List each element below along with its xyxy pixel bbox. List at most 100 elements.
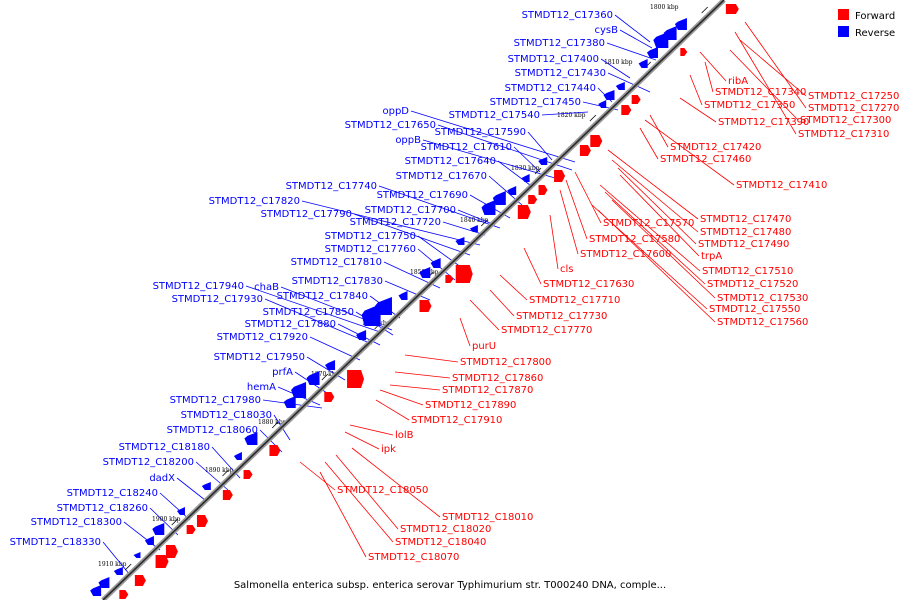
reverse-gene-feature (653, 32, 669, 48)
forward-label-connector (299, 461, 336, 491)
forward-gene-label: STMDT12_C17300 (800, 115, 891, 126)
reverse-gene-feature (201, 482, 211, 490)
reverse-gene-label: STMDT12_C17450 (490, 97, 581, 108)
reverse-gene-label: STMDT12_C17440 (505, 83, 596, 94)
forward-gene-feature (554, 170, 566, 182)
forward-gene-label: ipk (381, 444, 396, 455)
forward-gene-label: STMDT12_C18050 (337, 485, 428, 496)
scale-tick-label: 1870 kbp (311, 371, 340, 378)
gene-labels: STMDT12_C17360 cysB STMDT12_C17380 STMDT12_… (10, 10, 900, 563)
forward-gene-label: purU (472, 341, 496, 352)
forward-gene-label: STMDT12_C17630 (543, 279, 634, 290)
reverse-gene-label: STMDT12_C17790 (261, 209, 352, 220)
forward-gene-feature (243, 470, 253, 479)
reverse-gene-label: STMDT12_C18060 (167, 425, 258, 436)
forward-gene-feature (621, 105, 632, 115)
forward-gene-label: STMDT12_C17490 (698, 239, 789, 250)
scale-tick-label: 1830 kbp (511, 165, 540, 172)
reverse-gene-feature (615, 82, 625, 90)
reverse-gene-label: STMDT12_C17980 (170, 395, 261, 406)
reverse-gene-feature (152, 523, 165, 535)
reverse-gene-label: STMDT12_C17700 (365, 205, 456, 216)
reverse-label-connector (600, 58, 631, 79)
forward-label-connector (617, 167, 697, 245)
reverse-label-connector (606, 42, 657, 61)
reverse-gene-label: STMDT12_C17430 (515, 68, 606, 79)
forward-gene-label: STMDT12_C17410 (736, 180, 827, 191)
scale-tick-label: 1880 kbp (258, 419, 287, 426)
reverse-gene-feature (233, 452, 242, 460)
forward-gene-label: lolB (395, 430, 414, 441)
forward-gene-feature (455, 265, 473, 283)
scale-tick-mark (124, 563, 132, 571)
reverse-label-connector (353, 213, 471, 256)
scale-tick-mark (222, 469, 229, 477)
forward-gene-label: cls (560, 264, 574, 275)
forward-gene-label: STMDT12_C17730 (516, 311, 607, 322)
legend-swatch-forward (838, 9, 849, 20)
forward-label-connector (734, 31, 797, 135)
forward-label-connector (351, 447, 441, 518)
reverse-gene-feature (521, 174, 530, 182)
scale-tick-mark (589, 114, 597, 122)
reverse-gene-feature (325, 360, 336, 370)
reverse-label-connector (541, 111, 589, 116)
scale-tick-mark (534, 167, 542, 175)
reverse-gene-feature (638, 59, 648, 68)
forward-gene-feature (631, 95, 641, 104)
reverse-label-connector (159, 492, 191, 521)
forward-gene-label: STMDT12_C17580 (589, 234, 680, 245)
legend-swatch-reverse (838, 26, 849, 37)
forward-gene-label: STMDT12_C17530 (717, 293, 808, 304)
reverse-gene-label: STMDT12_C17850 (263, 307, 354, 318)
scale-tick-label: 1890 kbp (205, 467, 234, 474)
forward-label-connector (599, 184, 701, 272)
forward-gene-label: STMDT12_C17860 (452, 373, 543, 384)
reverse-label-connector (378, 185, 501, 229)
reverse-gene-label: STMDT12_C17820 (209, 196, 300, 207)
forward-gene-feature (347, 370, 365, 388)
gene-features (90, 4, 739, 599)
reverse-gene-label: oppB (395, 135, 421, 146)
reverse-gene-feature (598, 100, 607, 108)
scale-tick-mark (480, 219, 488, 227)
reverse-gene-label: STMDT12_C17830 (292, 276, 383, 287)
forward-label-connector (349, 424, 394, 436)
forward-label-connector (523, 247, 542, 285)
reverse-label-connector (442, 221, 486, 236)
forward-label-connector (489, 289, 515, 317)
reverse-label-connector (102, 541, 131, 576)
reverse-gene-label: STMDT12_C17610 (421, 142, 512, 153)
forward-label-connector (679, 97, 717, 123)
reverse-gene-label: STMDT12_C17640 (405, 156, 496, 167)
reverse-gene-label: STMDT12_C17930 (172, 294, 263, 305)
forward-gene-feature (680, 48, 688, 56)
scale-tick-label: 1840 kbp (460, 217, 489, 224)
forward-label-connector (604, 191, 706, 285)
reverse-gene-feature (176, 507, 185, 515)
forward-gene-label: STMDT12_C17910 (411, 415, 502, 426)
reverse-gene-feature (133, 552, 141, 558)
reverse-gene-label: STMDT12_C17950 (214, 352, 305, 363)
legend-label-forward: Forward (855, 11, 895, 22)
forward-gene-label: STMDT12_C18040 (395, 537, 486, 548)
forward-label-connector (324, 461, 394, 543)
forward-gene-feature (155, 555, 169, 568)
reverse-gene-feature (455, 237, 465, 245)
forward-gene-label: STMDT12_C17770 (501, 325, 592, 336)
forward-gene-label: STMDT12_C17550 (709, 304, 800, 315)
reverse-gene-feature (361, 304, 381, 326)
forward-label-connector (499, 274, 528, 301)
reverse-gene-feature (430, 258, 441, 268)
reverse-gene-label: prfA (272, 367, 293, 378)
scale-tick-label: 1900 kbp (152, 516, 181, 523)
reverse-gene-feature (674, 18, 687, 30)
reverse-gene-label: STMDT12_C18240 (67, 488, 158, 499)
map-caption: Salmonella enterica subsp. enterica sero… (234, 580, 666, 591)
reverse-label-connector (614, 14, 651, 43)
forward-gene-feature (222, 490, 233, 500)
forward-gene-label: STMDT12_C17350 (704, 100, 795, 111)
scale-tick-mark (321, 373, 329, 381)
reverse-gene-label: STMDT12_C17720 (350, 217, 441, 228)
forward-gene-feature (528, 195, 538, 204)
